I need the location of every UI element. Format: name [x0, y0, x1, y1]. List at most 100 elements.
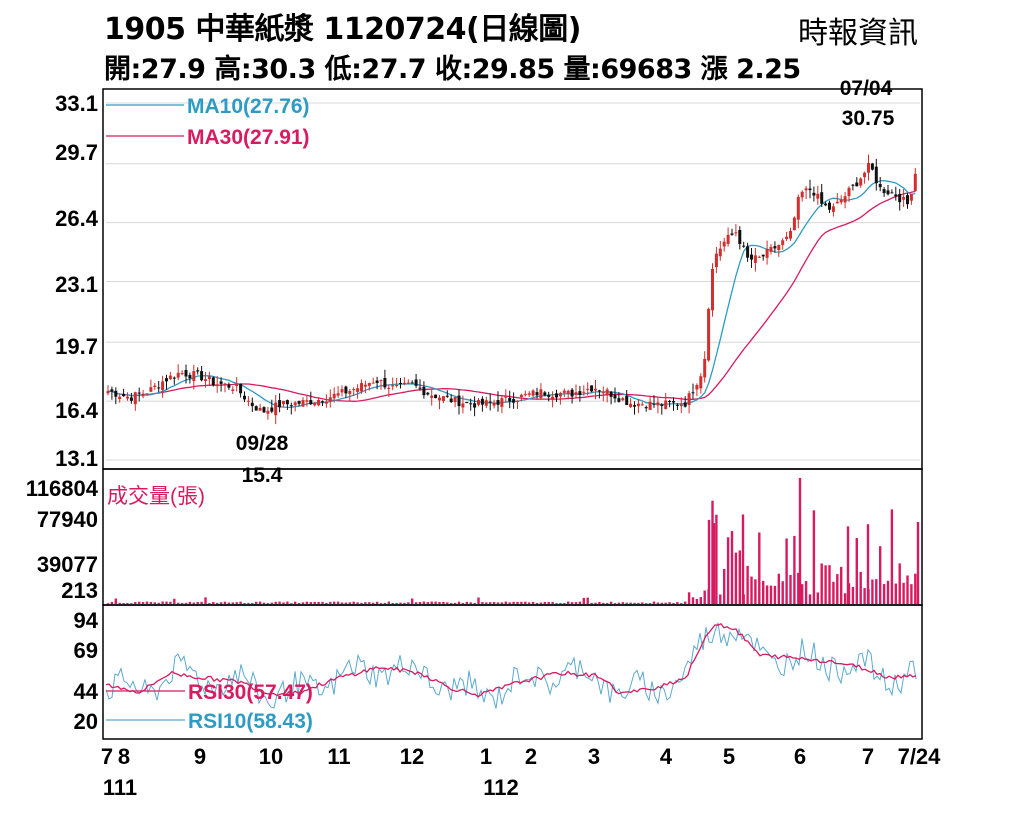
- volume-bar: [828, 565, 831, 604]
- volume-bar: [586, 597, 589, 604]
- candle-body: [500, 398, 504, 407]
- volume-bar: [695, 598, 699, 604]
- volume-bar: [578, 601, 582, 604]
- candle-body: [360, 383, 363, 392]
- volume-bar: [286, 601, 289, 604]
- volume-bar: [781, 581, 784, 604]
- volume-bar: [866, 524, 870, 604]
- volume-bar: [434, 601, 437, 604]
- candle-body: [410, 382, 414, 384]
- x-tick: 9: [194, 744, 206, 769]
- candle-body: [336, 393, 340, 396]
- volume-bar: [477, 597, 480, 604]
- candle-body: [679, 404, 683, 407]
- candle-body: [558, 393, 562, 397]
- volume-bar: [387, 601, 390, 604]
- volume-bar: [110, 601, 114, 604]
- candle-body: [859, 178, 863, 186]
- candle-body: [207, 376, 211, 380]
- volume-bar: [485, 602, 488, 604]
- volume-bar: [212, 601, 215, 604]
- volume-bar: [648, 603, 652, 604]
- volume-bar: [333, 601, 336, 604]
- x-tick: 7: [101, 744, 113, 769]
- volume-bar: [290, 603, 293, 604]
- candle-body: [453, 397, 457, 403]
- candle-body: [504, 396, 508, 398]
- candle-body: [418, 387, 422, 389]
- volume-bar: [457, 601, 461, 604]
- candle-body: [126, 396, 129, 399]
- volume-bar: [851, 586, 855, 604]
- volume-bar: [602, 602, 605, 604]
- candle-body: [870, 163, 874, 170]
- volume-bar: [777, 573, 780, 604]
- candle-body: [847, 187, 851, 197]
- candle-body: [562, 390, 566, 393]
- candle-body: [617, 398, 621, 402]
- candle-body: [356, 388, 360, 392]
- volume-bar: [820, 563, 823, 604]
- candle-body: [831, 206, 835, 212]
- volume-bar: [765, 585, 769, 604]
- volume-bar: [539, 602, 543, 604]
- volume-bar: [524, 601, 527, 604]
- candle-body: [340, 389, 344, 393]
- volume-bar: [344, 602, 348, 604]
- volume-bar: [375, 601, 379, 604]
- candle-body: [675, 404, 679, 406]
- candle-body: [753, 255, 757, 263]
- volume-bar: [321, 601, 324, 604]
- ma10-path: [107, 179, 916, 409]
- candle-body: [192, 371, 196, 381]
- candle-body: [488, 401, 492, 403]
- candle-body: [804, 188, 808, 191]
- candle-body: [270, 407, 274, 412]
- volume-bar: [196, 601, 199, 604]
- volume-bar: [301, 602, 305, 604]
- candle-body: [172, 377, 176, 379]
- candle-body: [282, 400, 285, 405]
- candle-body: [262, 407, 266, 413]
- candle-body: [321, 401, 324, 403]
- x-year-label: 112: [483, 775, 519, 800]
- x-tick: 4: [660, 744, 673, 769]
- volume-bar: [489, 602, 492, 604]
- volume-bar: [184, 602, 188, 604]
- volume-bar: [223, 601, 227, 604]
- volume-bar: [469, 602, 472, 604]
- candle-body: [851, 184, 855, 186]
- candle-body: [430, 395, 434, 398]
- candle-body: [761, 254, 765, 257]
- candle-body: [227, 384, 231, 388]
- volume-bar: [235, 602, 238, 604]
- volume-bar: [691, 597, 695, 604]
- volume-bar: [684, 601, 687, 604]
- candle-body: [118, 396, 122, 400]
- candle-body: [512, 399, 516, 403]
- volume-bar: [399, 602, 402, 604]
- volume-bar: [629, 602, 632, 604]
- candle-body: [902, 197, 906, 200]
- candle-body: [379, 380, 383, 382]
- volume-bar: [801, 584, 804, 604]
- candle-body: [625, 395, 629, 405]
- volume-bar: [395, 602, 398, 604]
- volume-bar: [712, 523, 716, 604]
- x-tick: 6: [794, 744, 806, 769]
- volume-bar: [239, 601, 242, 604]
- volume-bar: [161, 601, 164, 604]
- source-label: 時報資訊: [798, 16, 918, 51]
- candle-body: [484, 400, 488, 406]
- rsi-legend: RSI30(57.47) RSI10(58.43): [106, 681, 313, 733]
- volume-bar: [243, 603, 246, 604]
- volume-bar: [680, 603, 683, 604]
- volume-bar: [859, 571, 862, 604]
- volume-bar: [430, 601, 433, 604]
- candle-body: [165, 378, 168, 382]
- volume-bar: [258, 601, 262, 604]
- candle-body: [527, 393, 531, 395]
- volume-bar: [598, 602, 601, 604]
- volume-bar: [496, 602, 500, 604]
